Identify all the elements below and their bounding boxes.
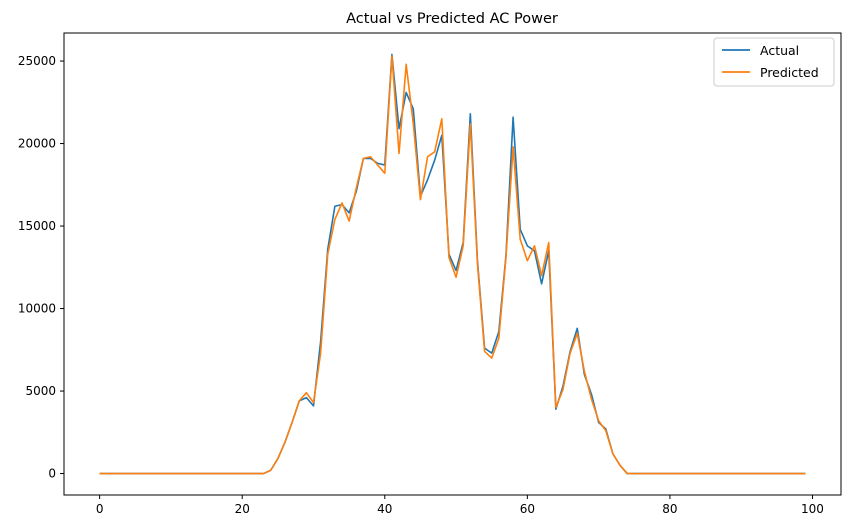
x-tick-label: 100: [801, 502, 824, 516]
series-layer: [99, 53, 806, 475]
y-axis: 0 5000 10000 15000 20000 25000: [18, 54, 64, 481]
y-tick-label: 10000: [18, 302, 56, 316]
x-tick-label: 20: [235, 502, 250, 516]
legend-label-actual: Actual: [760, 43, 799, 58]
x-tick-label: 0: [96, 502, 104, 516]
x-tick-label: 80: [662, 502, 677, 516]
x-tick-label: 40: [377, 502, 392, 516]
plot-frame: [63, 32, 842, 496]
y-tick-label: 0: [48, 467, 56, 481]
series-line-predicted: [99, 55, 806, 475]
chart-title: Actual vs Predicted AC Power: [346, 11, 558, 27]
legend: Actual Predicted: [713, 37, 835, 87]
x-tick-label: 60: [520, 502, 535, 516]
y-tick-label: 5000: [25, 384, 56, 398]
plot-area: [63, 32, 842, 496]
legend-label-predicted: Predicted: [760, 65, 819, 80]
x-axis: 0 20 40 60 80 100: [96, 495, 824, 516]
y-tick-label: 15000: [18, 219, 56, 233]
y-tick-label: 20000: [18, 137, 56, 151]
y-tick-label: 25000: [18, 54, 56, 68]
